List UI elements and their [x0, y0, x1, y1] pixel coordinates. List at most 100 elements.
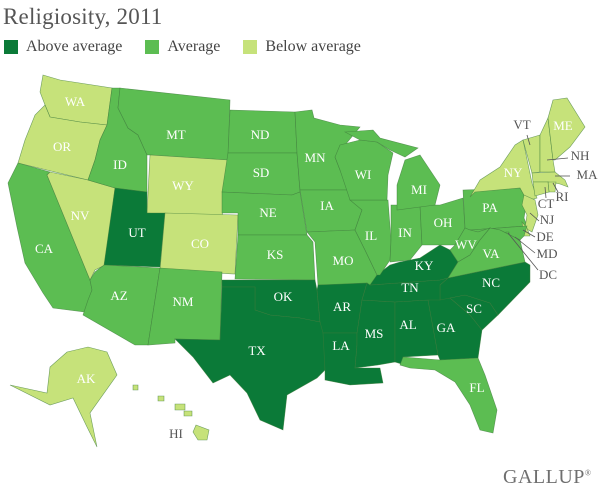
leader-line — [514, 236, 536, 254]
state-va[interactable] — [447, 227, 526, 279]
state-hi[interactable] — [132, 384, 210, 441]
state-ak[interactable] — [9, 346, 118, 448]
state-shape[interactable] — [547, 97, 586, 161]
state-label: AL — [399, 317, 416, 332]
leader-line — [529, 212, 540, 222]
state-label: MN — [305, 150, 327, 165]
state-shape[interactable] — [399, 356, 498, 434]
state-label: TX — [248, 343, 266, 358]
legend-label: Below average — [265, 38, 361, 55]
state-co[interactable] — [159, 212, 239, 275]
state-label: ND — [251, 127, 270, 142]
legend-item-above: Above average — [4, 38, 122, 56]
state-shape[interactable] — [234, 234, 316, 281]
state-label: SD — [253, 165, 270, 180]
gallup-logo: GALLUP® — [503, 466, 592, 488]
legend-swatch — [4, 40, 18, 54]
state-shape[interactable] — [82, 264, 161, 346]
state-label: AZ — [110, 288, 127, 303]
leader-line — [546, 157, 569, 161]
state-label: PA — [482, 200, 498, 215]
state-ct[interactable] — [532, 181, 550, 197]
state-label: CA — [35, 241, 54, 256]
state-label: WA — [65, 94, 86, 109]
state-label: OH — [434, 215, 453, 230]
state-ks[interactable] — [234, 234, 316, 281]
state-label: IN — [398, 225, 412, 240]
state-label: IA — [320, 198, 334, 213]
legend: Above average Average Below average — [4, 38, 384, 56]
state-shape[interactable] — [132, 384, 139, 391]
state-label: NV — [71, 208, 90, 223]
state-nh[interactable] — [539, 116, 556, 173]
state-label: NY — [504, 165, 523, 180]
state-shape[interactable] — [532, 181, 550, 197]
state-label: HI — [169, 426, 183, 441]
state-shape[interactable] — [159, 212, 239, 275]
state-label: TN — [401, 280, 419, 295]
legend-item-below: Below average — [243, 38, 361, 56]
leader-line — [544, 186, 547, 199]
state-label: NE — [259, 205, 276, 220]
state-label: CO — [191, 236, 209, 251]
state-label: NM — [173, 294, 194, 309]
state-shape[interactable] — [343, 129, 419, 158]
state-az[interactable] — [82, 264, 161, 346]
state-mi[interactable] — [343, 129, 441, 211]
state-label: AR — [333, 299, 351, 314]
state-label: DE — [536, 229, 553, 244]
state-label: MD — [537, 246, 558, 261]
state-shape[interactable] — [396, 154, 441, 211]
state-label: MO — [333, 253, 354, 268]
state-shape[interactable] — [539, 116, 556, 173]
state-shape[interactable] — [447, 227, 526, 279]
state-label: KS — [267, 247, 284, 262]
legend-item-average: Average — [145, 38, 220, 56]
state-label: SC — [466, 301, 482, 316]
legend-swatch — [145, 40, 160, 54]
state-label: UT — [128, 225, 145, 240]
state-label: RI — [556, 189, 569, 204]
state-label: WY — [172, 178, 194, 193]
leader-line — [507, 232, 539, 271]
state-label: DC — [539, 267, 557, 282]
map-title: Religiosity, 2011 — [3, 4, 163, 29]
state-label: KY — [415, 258, 434, 273]
state-shape[interactable] — [183, 410, 193, 417]
state-label: AK — [77, 371, 96, 386]
state-label: CT — [538, 196, 555, 211]
state-label: ID — [113, 157, 127, 172]
state-label: IL — [365, 228, 377, 243]
state-shape[interactable] — [9, 346, 118, 448]
state-label: FL — [469, 380, 484, 395]
state-label: ME — [553, 118, 573, 133]
state-me[interactable] — [547, 97, 586, 161]
state-shape[interactable] — [192, 424, 210, 441]
state-label: MT — [166, 127, 186, 142]
state-shape[interactable] — [349, 199, 392, 276]
state-label: NC — [482, 275, 500, 290]
state-label: LA — [332, 338, 350, 353]
state-label: NH — [571, 148, 590, 163]
legend-swatch — [243, 40, 258, 54]
state-label: MA — [577, 167, 599, 182]
leader-line — [526, 134, 531, 146]
state-label: VT — [513, 117, 530, 132]
state-shape[interactable] — [174, 403, 186, 411]
state-tx[interactable] — [174, 286, 326, 431]
state-label: NJ — [540, 212, 554, 227]
state-shape[interactable] — [174, 286, 326, 431]
state-label: OR — [53, 139, 71, 154]
state-label: WI — [355, 167, 372, 182]
state-shape[interactable] — [157, 395, 165, 402]
legend-label: Average — [167, 38, 221, 55]
state-label: WV — [455, 237, 477, 252]
state-label: MS — [365, 326, 384, 341]
state-label: MI — [411, 182, 427, 197]
state-fl[interactable] — [399, 356, 498, 434]
legend-label: Above average — [26, 38, 123, 55]
leader-line — [552, 182, 559, 193]
state-il[interactable] — [349, 199, 392, 276]
state-label: OK — [274, 289, 293, 304]
